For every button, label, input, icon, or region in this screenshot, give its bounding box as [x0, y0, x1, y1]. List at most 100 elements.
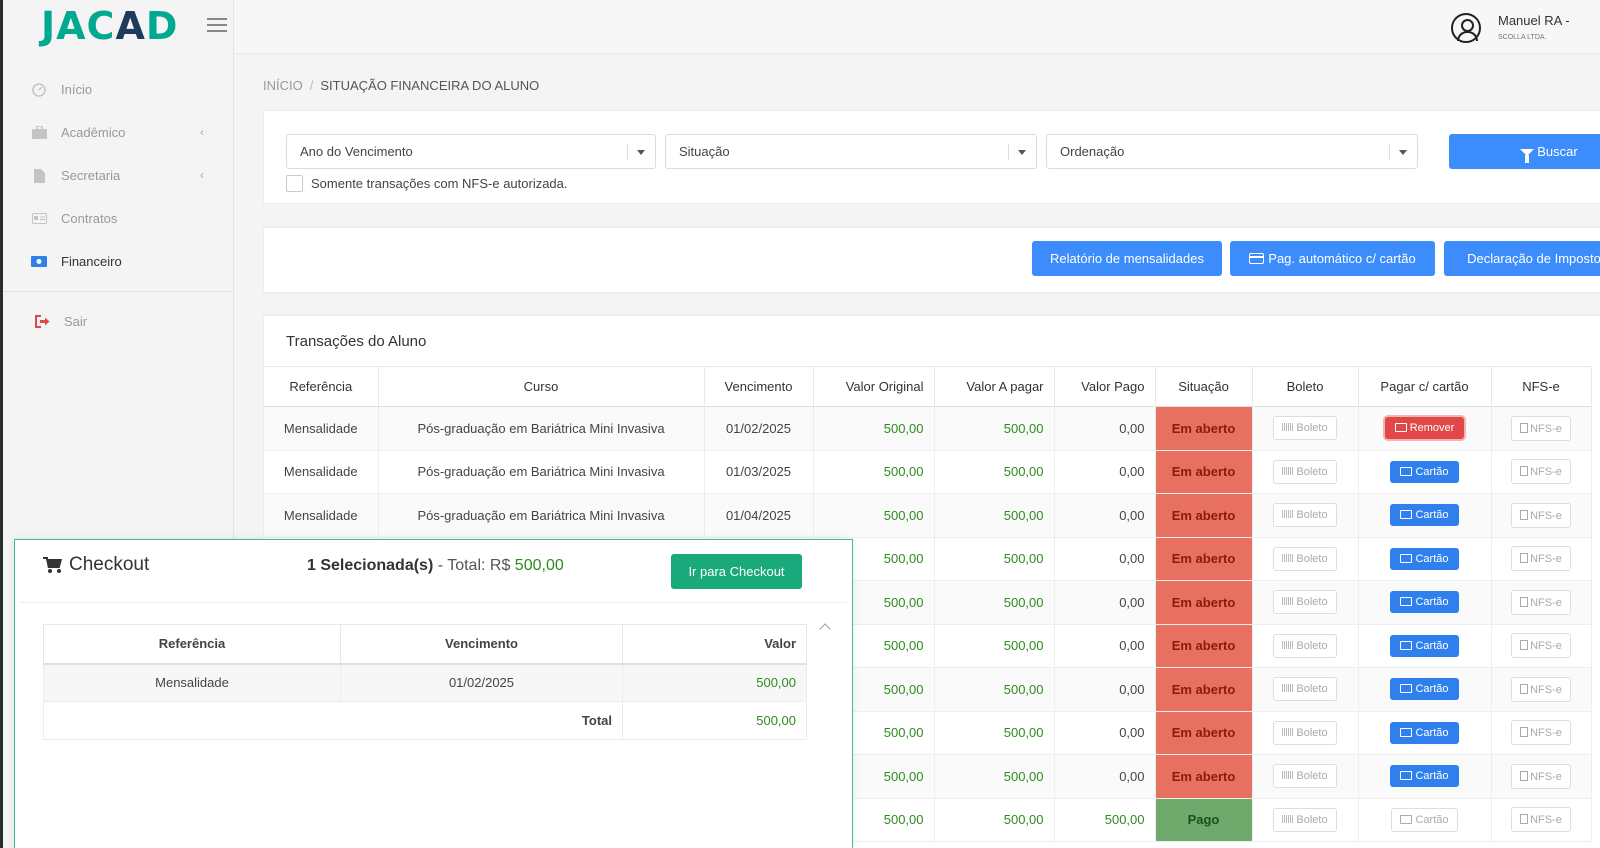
col-curso[interactable]: Curso: [378, 366, 705, 407]
nfse-button[interactable]: NFS-e: [1511, 459, 1571, 485]
cartao-button[interactable]: Cartão: [1390, 634, 1459, 657]
col-valor-pago[interactable]: Valor Pago: [1054, 366, 1156, 407]
cartao-button[interactable]: Cartão: [1390, 504, 1459, 527]
sidebar-item-inicio[interactable]: Início: [3, 68, 234, 111]
col-referencia[interactable]: Referência: [264, 366, 379, 407]
nfse-button[interactable]: NFS-e: [1511, 502, 1571, 528]
cartao-label: Cartão: [1415, 683, 1449, 696]
boleto-button[interactable]: Boleto: [1273, 807, 1337, 832]
nfse-button[interactable]: NFS-e: [1511, 807, 1571, 833]
nfse-checkbox[interactable]: [286, 175, 303, 192]
hamburger-menu-icon[interactable]: [207, 18, 227, 34]
sidebar-item-financeiro[interactable]: Financeiro: [3, 240, 234, 283]
file-icon: [1520, 814, 1529, 825]
buscar-label: Buscar: [1537, 144, 1578, 159]
cell-situacao: Em aberto: [1155, 537, 1253, 581]
nfse-button[interactable]: NFS-e: [1511, 676, 1571, 702]
cartao-button[interactable]: Cartão: [1390, 721, 1459, 744]
ordenacao-select[interactable]: Ordenação: [1046, 134, 1418, 169]
remover-label: Remover: [1409, 422, 1455, 435]
cell-valor-pago: 0,00: [1054, 711, 1156, 755]
boleto-button[interactable]: Boleto: [1273, 720, 1337, 745]
pag-automatico-button[interactable]: Pag. automático c/ cartão: [1230, 241, 1435, 276]
jacad-logo[interactable]: JACAD: [41, 4, 179, 48]
sidebar-item-secretaria[interactable]: Secretaria ‹: [3, 154, 234, 197]
credit-card-icon: [1400, 597, 1413, 607]
nfse-button[interactable]: NFS-e: [1511, 589, 1571, 615]
col-pagar-cartao: Pagar c/ cartão: [1358, 366, 1492, 407]
sidebar-item-contratos[interactable]: Contratos: [3, 197, 234, 240]
cell-boleto: Boleto: [1252, 667, 1359, 712]
cell-valor-pago: 500,00: [1054, 798, 1156, 842]
cell-vencimento: 01/04/2025: [704, 493, 814, 538]
boleto-label: Boleto: [1296, 552, 1328, 565]
boleto-button[interactable]: Boleto: [1273, 459, 1337, 484]
credit-card-icon: [1400, 771, 1413, 781]
ir-para-checkout-button[interactable]: Ir para Checkout: [671, 554, 802, 589]
barcode-icon: [1282, 814, 1294, 823]
cell-situacao: Em aberto: [1155, 667, 1253, 712]
nfse-button[interactable]: NFS-e: [1511, 720, 1571, 746]
briefcase-icon: [31, 126, 47, 140]
boleto-button[interactable]: Boleto: [1273, 633, 1337, 658]
col-vencimento[interactable]: Vencimento: [704, 366, 814, 407]
nfse-filter-row[interactable]: Somente transações com NFS-e autorizada.: [286, 175, 568, 192]
user-avatar-icon[interactable]: [1451, 13, 1481, 43]
boleto-label: Boleto: [1296, 596, 1328, 609]
boleto-button[interactable]: Boleto: [1273, 590, 1337, 615]
remover-button[interactable]: Remover: [1384, 417, 1465, 440]
cell-referencia: Mensalidade: [264, 493, 379, 538]
boleto-button[interactable]: Boleto: [1273, 503, 1337, 528]
cartao-button[interactable]: Cartão: [1390, 765, 1459, 788]
nfse-label: NFS-e: [1530, 640, 1562, 653]
boleto-button[interactable]: Boleto: [1273, 764, 1337, 789]
cell-cartao: Cartão: [1358, 580, 1492, 625]
cartao-button[interactable]: Cartão: [1390, 678, 1459, 701]
buscar-button[interactable]: Buscar: [1449, 134, 1600, 169]
col-valor-original[interactable]: Valor Original: [813, 366, 935, 407]
cartao-button[interactable]: Cartão: [1390, 591, 1459, 614]
col-nfse: NFS-e: [1491, 366, 1592, 407]
breadcrumb-home[interactable]: INÍCIO: [263, 78, 303, 93]
checkout-total-row: Total 500,00: [43, 701, 807, 740]
nfse-button[interactable]: NFS-e: [1511, 415, 1571, 441]
checkout-cell-vencimento: 01/02/2025: [340, 663, 623, 702]
cell-valor-original: 500,00: [813, 450, 935, 494]
relatorio-mensalidades-button[interactable]: Relatório de mensalidades: [1032, 241, 1222, 276]
nfse-button[interactable]: NFS-e: [1511, 546, 1571, 572]
boleto-button[interactable]: Boleto: [1273, 546, 1337, 571]
nfse-button[interactable]: NFS-e: [1511, 763, 1571, 789]
caret-down-icon: [1018, 150, 1026, 155]
col-valor-a-pagar[interactable]: Valor A pagar: [934, 366, 1055, 407]
cartao-button[interactable]: Cartão: [1390, 547, 1459, 570]
ano-vencimento-select[interactable]: Ano do Vencimento: [286, 134, 656, 169]
nfse-label: NFS-e: [1530, 596, 1562, 609]
cartao-button[interactable]: Cartão: [1390, 460, 1459, 483]
situacao-select[interactable]: Situação: [665, 134, 1037, 169]
cell-valor-pago: 0,00: [1054, 580, 1156, 625]
cell-valor-original: 500,00: [813, 406, 935, 451]
sidebar-item-academico[interactable]: Acadêmico ‹: [3, 111, 234, 154]
cell-cartao: Cartão: [1358, 450, 1492, 494]
ordenacao-value: Ordenação: [1060, 144, 1125, 159]
cartao-label: Cartão: [1415, 813, 1449, 826]
breadcrumb: INÍCIO / SITUAÇÃO FINANCEIRA DO ALUNO: [263, 78, 539, 93]
cell-valor-pago: 0,00: [1054, 537, 1156, 581]
checkout-title-text: Checkout: [69, 554, 150, 575]
declaracao-imposto-button[interactable]: Declaração de Imposto: [1444, 241, 1600, 276]
chevron-up-icon[interactable]: [819, 623, 831, 635]
file-icon: [1520, 727, 1529, 738]
col-situacao[interactable]: Situação: [1155, 366, 1253, 407]
transactions-table: Referência Curso Vencimento Valor Origin…: [264, 366, 1592, 842]
cartao-button-disabled[interactable]: Cartão: [1391, 807, 1458, 832]
checkout-cell-referencia: Mensalidade: [43, 663, 341, 702]
boleto-button[interactable]: Boleto: [1273, 677, 1337, 702]
money-icon: [31, 255, 47, 269]
boleto-label: Boleto: [1296, 422, 1328, 435]
boleto-button[interactable]: Boleto: [1273, 416, 1337, 441]
checkout-title: Checkout: [43, 554, 149, 576]
user-name[interactable]: Manuel RA -: [1498, 13, 1570, 28]
nfse-button[interactable]: NFS-e: [1511, 633, 1571, 659]
sidebar-item-sair[interactable]: Sair: [3, 300, 234, 343]
checkout-total-row-value: 500,00: [622, 701, 807, 740]
